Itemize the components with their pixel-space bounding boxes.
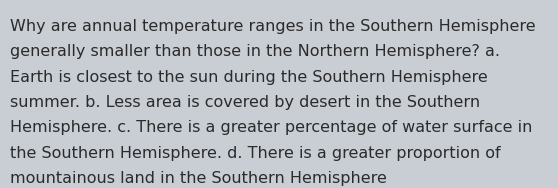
Text: the Southern Hemisphere. d. There is a greater proportion of: the Southern Hemisphere. d. There is a g… — [10, 146, 501, 161]
Text: Earth is closest to the sun during the Southern Hemisphere: Earth is closest to the sun during the S… — [10, 70, 488, 85]
Text: summer. b. Less area is covered by desert in the Southern: summer. b. Less area is covered by deser… — [10, 95, 480, 110]
Text: mountainous land in the Southern Hemisphere: mountainous land in the Southern Hemisph… — [10, 171, 387, 186]
Text: Why are annual temperature ranges in the Southern Hemisphere: Why are annual temperature ranges in the… — [10, 19, 536, 34]
Text: generally smaller than those in the Northern Hemisphere? a.: generally smaller than those in the Nort… — [10, 44, 500, 59]
Text: Hemisphere. c. There is a greater percentage of water surface in: Hemisphere. c. There is a greater percen… — [10, 120, 532, 135]
